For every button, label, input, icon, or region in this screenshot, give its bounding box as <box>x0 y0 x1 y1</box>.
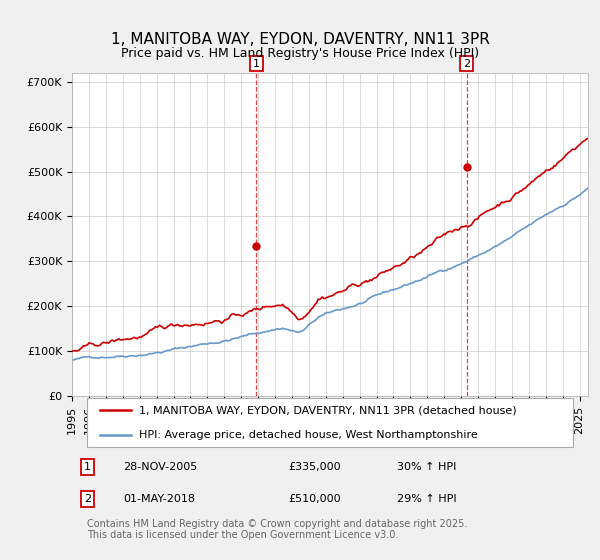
Text: HPI: Average price, detached house, West Northamptonshire: HPI: Average price, detached house, West… <box>139 430 478 440</box>
Text: £335,000: £335,000 <box>289 462 341 472</box>
Text: 1, MANITOBA WAY, EYDON, DAVENTRY, NN11 3PR (detached house): 1, MANITOBA WAY, EYDON, DAVENTRY, NN11 3… <box>139 405 517 416</box>
FancyBboxPatch shape <box>88 398 572 447</box>
Text: Price paid vs. HM Land Registry's House Price Index (HPI): Price paid vs. HM Land Registry's House … <box>121 46 479 60</box>
Text: 28-NOV-2005: 28-NOV-2005 <box>124 462 198 472</box>
Text: Contains HM Land Registry data © Crown copyright and database right 2025.
This d: Contains HM Land Registry data © Crown c… <box>88 519 468 540</box>
Text: 1: 1 <box>253 59 260 69</box>
Text: 1, MANITOBA WAY, EYDON, DAVENTRY, NN11 3PR: 1, MANITOBA WAY, EYDON, DAVENTRY, NN11 3… <box>110 32 490 46</box>
Text: 01-MAY-2018: 01-MAY-2018 <box>124 494 196 505</box>
Text: 1: 1 <box>84 462 91 472</box>
Text: £510,000: £510,000 <box>289 494 341 505</box>
Text: 2: 2 <box>463 59 470 69</box>
Text: 2: 2 <box>84 494 91 505</box>
Text: 30% ↑ HPI: 30% ↑ HPI <box>397 462 457 472</box>
Text: 29% ↑ HPI: 29% ↑ HPI <box>397 494 457 505</box>
